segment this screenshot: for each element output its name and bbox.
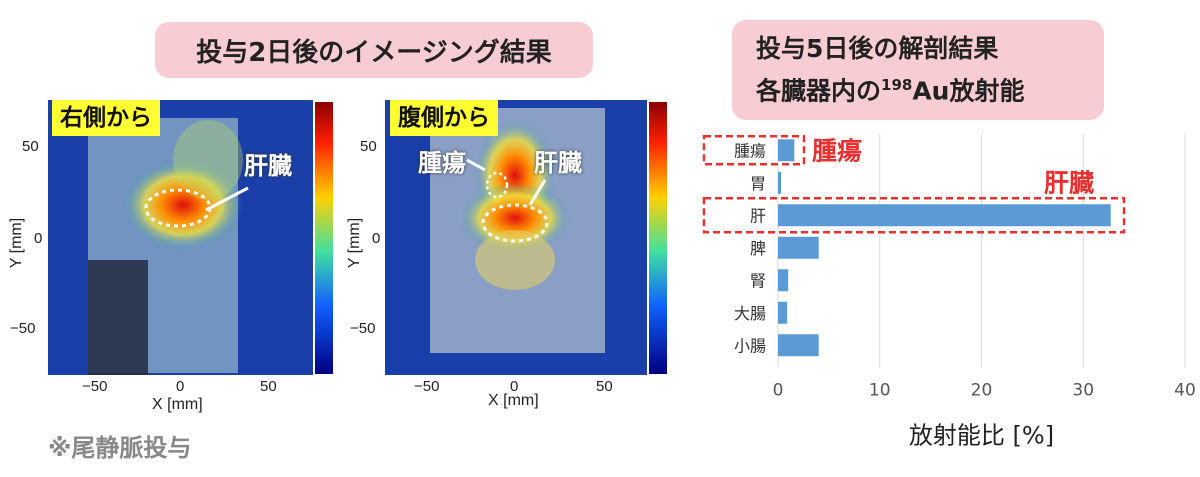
stage-shadow xyxy=(88,260,148,375)
x-tick-label: 0 xyxy=(773,381,784,401)
side-view-label: 右側から xyxy=(52,100,160,136)
side-view-x-tick: 50 xyxy=(260,378,277,395)
category-label: 腫瘍 xyxy=(734,141,766,160)
colorbar xyxy=(315,102,333,374)
abdomen-hotspot xyxy=(475,230,555,290)
side-view-y-tick: 0 xyxy=(34,230,43,247)
ventral-view-x-label: X [mm] xyxy=(488,392,539,409)
tumor-pointer xyxy=(466,158,486,172)
x-tick-label: 10 xyxy=(869,381,891,401)
ventral-view-x-tick: 0 xyxy=(510,378,519,395)
side-view-image-panel xyxy=(48,100,338,384)
ventral-view-label: 腹側から xyxy=(390,100,498,136)
ventral-view-x-tick: −50 xyxy=(414,378,440,395)
x-axis-label: 放射能比 [%] xyxy=(909,422,1054,450)
category-label: 胃 xyxy=(750,174,766,193)
ventral-view-x-tick: 50 xyxy=(596,378,613,395)
dissection-title-line1: 投与5日後の解剖結果 xyxy=(756,33,999,63)
bar xyxy=(778,269,789,292)
category-label: 腎 xyxy=(750,271,766,290)
liver-outline xyxy=(481,203,549,243)
colorbar xyxy=(649,102,667,374)
tumor-highlight-label: 腫瘍 xyxy=(812,136,862,165)
bar xyxy=(778,236,819,259)
category-label: 肝 xyxy=(750,206,766,225)
side-view-y-tick: 50 xyxy=(22,138,39,155)
dissection-title-line2: 各臓器内の198Au放射能 xyxy=(756,67,1024,109)
ventral-view-y-label: Y [mm] xyxy=(346,217,364,269)
ventral-view-image-panel xyxy=(385,100,670,384)
ventral-view-liver-annotation: 肝臓 xyxy=(534,149,582,177)
side-view-y-tick: −50 xyxy=(10,320,36,337)
side-view-x-tick: −50 xyxy=(82,378,108,395)
bar xyxy=(778,204,1111,227)
x-tick-label: 20 xyxy=(971,381,993,401)
ventral-view-y-tick: 0 xyxy=(372,230,381,247)
bar xyxy=(778,301,788,324)
x-tick-label: 30 xyxy=(1072,381,1094,401)
bar xyxy=(778,139,795,162)
upper-hotspot xyxy=(173,120,243,200)
dissection-title: 投与5日後の解剖結果 各臓器内の198Au放射能 xyxy=(732,20,1104,120)
isotope-mass-number: 198 xyxy=(881,75,913,94)
bar xyxy=(778,334,819,357)
ventral-view-y-tick: −50 xyxy=(350,320,376,337)
side-view-x-tick: 0 xyxy=(176,378,185,395)
x-tick-label: 40 xyxy=(1174,381,1196,401)
ventral-view-heatmap xyxy=(385,100,667,375)
side-view-y-label: Y [mm] xyxy=(8,217,26,269)
administration-note: ※尾静脈投与 xyxy=(48,434,192,462)
ventral-view-y-tick: 50 xyxy=(360,138,377,155)
category-label: 小腸 xyxy=(734,336,766,355)
category-label: 大腸 xyxy=(734,304,766,323)
dissection-title-suffix: Au放射能 xyxy=(912,76,1025,106)
category-label: 脾 xyxy=(750,239,766,258)
side-view-x-label: X [mm] xyxy=(152,396,203,413)
side-view-heatmap xyxy=(48,100,333,375)
liver-highlight-label: 肝臓 xyxy=(1044,168,1094,197)
tumor-highlight-box xyxy=(702,135,806,166)
dissection-title-prefix: 各臓器内の xyxy=(756,76,882,106)
liver-hotspot xyxy=(460,183,570,253)
tumor-outline xyxy=(485,171,509,199)
imaging-title: 投与2日後のイメージング結果 xyxy=(155,22,593,78)
bar xyxy=(778,171,782,194)
liver-hotspot xyxy=(123,160,243,250)
ventral-view-tumor-annotation: 腫瘍 xyxy=(418,149,466,177)
liver-pointer xyxy=(205,186,249,212)
liver-highlight-box xyxy=(702,197,1126,234)
liver-pointer xyxy=(528,179,547,206)
side-view-liver-annotation: 肝臓 xyxy=(244,152,292,180)
